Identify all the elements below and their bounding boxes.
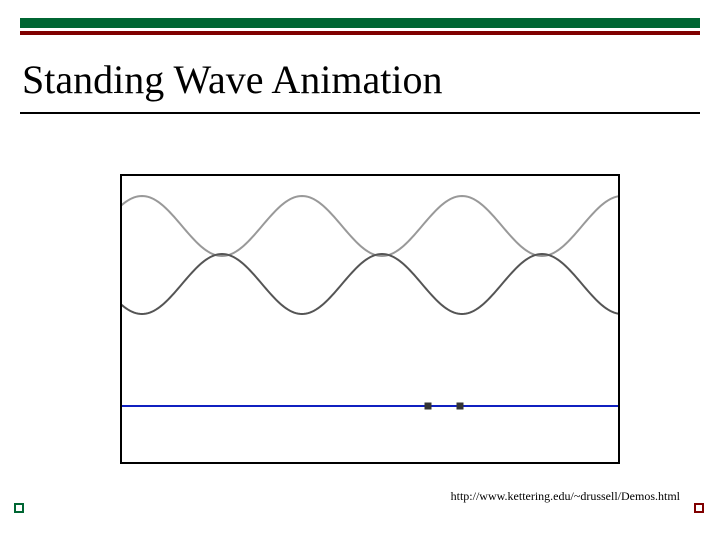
node-marker xyxy=(457,403,464,410)
chart-frame xyxy=(120,174,620,464)
corner-bullet xyxy=(694,503,704,513)
node-marker xyxy=(425,403,432,410)
wave-plot xyxy=(122,176,618,462)
header-bar xyxy=(20,18,700,28)
slide: Standing Wave Animation http://www.kette… xyxy=(0,0,720,540)
corner-bullet xyxy=(14,503,24,513)
title-underline xyxy=(20,112,700,114)
header-bar xyxy=(20,31,700,35)
slide-title: Standing Wave Animation xyxy=(22,56,442,103)
source-url: http://www.kettering.edu/~drussell/Demos… xyxy=(451,489,680,504)
chart-background xyxy=(122,176,618,462)
